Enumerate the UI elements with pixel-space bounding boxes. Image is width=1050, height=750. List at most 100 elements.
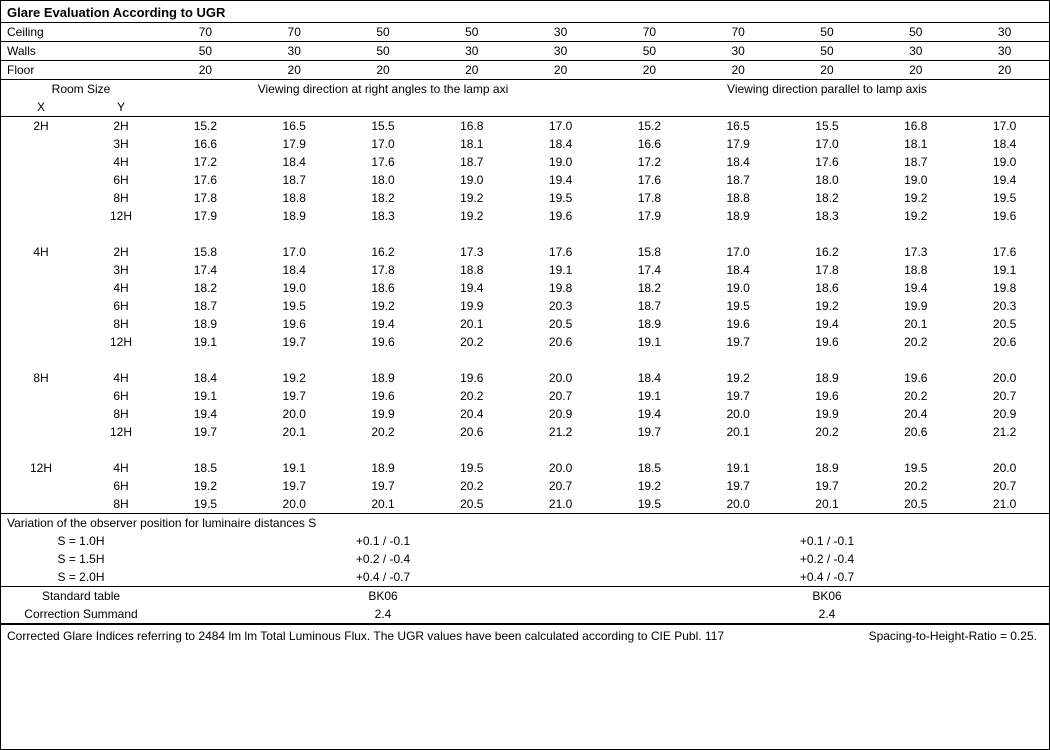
value-cell: 18.3: [783, 207, 872, 225]
value-cell: 18.0: [783, 171, 872, 189]
x-cell: [1, 279, 81, 297]
value-cell: 19.6: [960, 207, 1049, 225]
value-cell: 19.0: [694, 279, 783, 297]
value-cell: 19.2: [250, 369, 339, 387]
footer-spacing-text: Spacing-to-Height-Ratio = 0.25.: [869, 629, 1037, 643]
standard-table-label: Standard table: [1, 587, 161, 606]
variation-left: +0.4 / -0.7: [161, 568, 605, 586]
value-cell: 19.9: [783, 405, 872, 423]
value-cell: 18.5: [605, 459, 694, 477]
value-cell: 15.5: [783, 117, 872, 136]
y-cell: 12H: [81, 333, 161, 351]
table-row: 8H19.420.019.920.420.919.420.019.920.420…: [1, 405, 1049, 423]
value-cell: 19.1: [516, 261, 605, 279]
value-cell: 17.6: [783, 153, 872, 171]
viewing-right-label: Viewing direction at right angles to the…: [161, 80, 605, 99]
value-cell: 18.9: [161, 315, 250, 333]
value-cell: 19.2: [783, 297, 872, 315]
value-cell: 18.4: [250, 261, 339, 279]
value-cell: 18.9: [339, 369, 428, 387]
value-cell: 19.7: [339, 477, 428, 495]
value-cell: 18.2: [783, 189, 872, 207]
value-cell: 20.6: [871, 423, 960, 441]
value-cell: 17.9: [694, 135, 783, 153]
variation-right: +0.2 / -0.4: [605, 550, 1049, 568]
x-cell: [1, 315, 81, 333]
value-cell: 19.5: [427, 459, 516, 477]
table-row: 6H17.618.718.019.019.417.618.718.019.019…: [1, 171, 1049, 189]
room-size-label: Room Size: [1, 80, 161, 99]
table-row: 4H2H15.817.016.217.317.615.817.016.217.3…: [1, 243, 1049, 261]
ceiling-val: 50: [339, 23, 428, 42]
value-cell: 16.5: [250, 117, 339, 136]
value-cell: 19.0: [516, 153, 605, 171]
y-cell: 12H: [81, 423, 161, 441]
value-cell: 19.2: [339, 297, 428, 315]
y-cell: 6H: [81, 387, 161, 405]
floor-val: 20: [516, 61, 605, 80]
value-cell: 19.4: [427, 279, 516, 297]
value-cell: 20.0: [694, 405, 783, 423]
value-cell: 20.5: [427, 495, 516, 513]
correction-right: 2.4: [605, 605, 1049, 624]
value-cell: 18.4: [694, 261, 783, 279]
value-cell: 20.3: [960, 297, 1049, 315]
value-cell: 17.9: [605, 207, 694, 225]
correction-label: Correction Summand: [1, 605, 161, 624]
value-cell: 19.0: [250, 279, 339, 297]
value-cell: 17.0: [960, 117, 1049, 136]
value-cell: 17.9: [250, 135, 339, 153]
walls-val: 30: [516, 42, 605, 61]
value-cell: 20.9: [960, 405, 1049, 423]
y-cell: 8H: [81, 189, 161, 207]
floor-label: Floor: [1, 61, 161, 80]
value-cell: 20.2: [871, 387, 960, 405]
walls-label: Walls: [1, 42, 161, 61]
value-cell: 15.2: [605, 117, 694, 136]
value-cell: 18.1: [871, 135, 960, 153]
ceiling-val: 70: [605, 23, 694, 42]
value-cell: 16.2: [339, 243, 428, 261]
value-cell: 19.1: [161, 333, 250, 351]
value-cell: 20.5: [871, 495, 960, 513]
value-cell: 20.7: [516, 477, 605, 495]
value-cell: 20.7: [960, 477, 1049, 495]
y-cell: 6H: [81, 171, 161, 189]
value-cell: 19.4: [339, 315, 428, 333]
x-cell: [1, 495, 81, 513]
page-title: Glare Evaluation According to UGR: [1, 1, 1049, 23]
value-cell: 19.4: [871, 279, 960, 297]
value-cell: 21.0: [516, 495, 605, 513]
walls-val: 50: [605, 42, 694, 61]
ugr-table-page: Glare Evaluation According to UGR Ceilin…: [0, 0, 1050, 750]
ceiling-val: 30: [960, 23, 1049, 42]
table-row: 12H4H18.519.118.919.520.018.519.118.919.…: [1, 459, 1049, 477]
value-cell: 19.6: [339, 387, 428, 405]
walls-row: Walls 50 30 50 30 30 50 30 50 30 30: [1, 42, 1049, 61]
value-cell: 18.6: [783, 279, 872, 297]
value-cell: 19.1: [605, 387, 694, 405]
correction-left: 2.4: [161, 605, 605, 624]
value-cell: 20.2: [427, 477, 516, 495]
variation-left: +0.2 / -0.4: [161, 550, 605, 568]
value-cell: 19.6: [339, 333, 428, 351]
walls-val: 30: [871, 42, 960, 61]
y-cell: 3H: [81, 135, 161, 153]
value-cell: 19.1: [960, 261, 1049, 279]
value-cell: 19.9: [339, 405, 428, 423]
floor-val: 20: [427, 61, 516, 80]
value-cell: 18.3: [339, 207, 428, 225]
value-cell: 18.2: [161, 279, 250, 297]
x-cell: 2H: [1, 117, 81, 136]
walls-val: 50: [161, 42, 250, 61]
value-cell: 18.4: [516, 135, 605, 153]
footer-note: Corrected Glare Indices referring to 248…: [1, 624, 1049, 647]
value-cell: 17.8: [605, 189, 694, 207]
value-cell: 19.6: [783, 387, 872, 405]
variation-row: S = 1.5H+0.2 / -0.4+0.2 / -0.4: [1, 550, 1049, 568]
floor-val: 20: [960, 61, 1049, 80]
footer-main-text: Corrected Glare Indices referring to 248…: [7, 629, 724, 643]
value-cell: 20.6: [516, 333, 605, 351]
y-cell: 2H: [81, 243, 161, 261]
value-cell: 20.7: [960, 387, 1049, 405]
